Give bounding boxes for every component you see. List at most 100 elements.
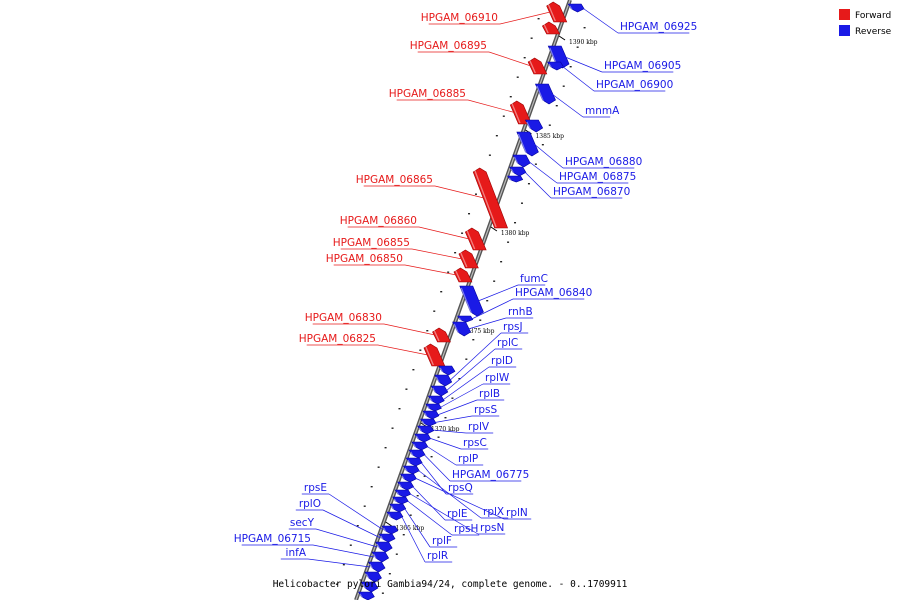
gene-extra-5[interactable]: [507, 175, 524, 183]
gene-label-rplB[interactable]: rplB: [479, 388, 500, 400]
gene-HPGAM_06875[interactable]: [512, 154, 531, 168]
gene-label-rpsS[interactable]: rpsS: [474, 404, 497, 416]
gene-rpsH[interactable]: [392, 496, 409, 505]
gene-label-rplW[interactable]: rplW: [485, 372, 510, 384]
gene-label-HPGAM_06925[interactable]: HPGAM_06925: [620, 21, 697, 33]
gene-label-rplC[interactable]: rplC: [497, 337, 518, 349]
gene-label-infA[interactable]: infA: [286, 547, 307, 559]
gene-label-HPGAM_06870[interactable]: HPGAM_06870: [553, 186, 630, 198]
leader-line: [404, 507, 431, 548]
gene-rpsQ[interactable]: [405, 457, 423, 467]
gene-label-HPGAM_06880[interactable]: HPGAM_06880: [565, 156, 642, 168]
gene-label-HPGAM_06895[interactable]: HPGAM_06895: [410, 40, 487, 52]
gene-extra-3[interactable]: [357, 591, 375, 600]
gene-HPGAM_06855[interactable]: [458, 249, 479, 269]
gene-label-HPGAM_06840[interactable]: HPGAM_06840: [515, 287, 592, 299]
gene-rplX[interactable]: [402, 465, 420, 475]
gene-extra-0[interactable]: [438, 365, 456, 376]
gene-label-rpsN[interactable]: rpsN: [480, 522, 504, 534]
gene-label-rplX[interactable]: rplX: [483, 506, 504, 518]
gene-rplF[interactable]: [389, 503, 407, 513]
gene-label-HPGAM_06850[interactable]: HPGAM_06850: [326, 253, 403, 265]
gene-label-HPGAM_06775[interactable]: HPGAM_06775: [452, 469, 529, 481]
gene-label-rpsH[interactable]: rpsH: [454, 523, 478, 535]
gene-label-rpsC[interactable]: rpsC: [463, 437, 487, 449]
leader-line: [414, 477, 505, 520]
gene-rpsN[interactable]: [394, 489, 412, 498]
gene-label-secY[interactable]: secY: [290, 517, 315, 529]
gene-label-HPGAM_06885[interactable]: HPGAM_06885: [389, 88, 466, 100]
gene-HPGAM_06830[interactable]: [432, 327, 451, 343]
gene-HPGAM_06840[interactable]: [457, 315, 474, 323]
gene-rplR[interactable]: [386, 511, 404, 521]
gene-HPGAM_06885[interactable]: [509, 100, 532, 125]
gene-label-HPGAM_06855[interactable]: HPGAM_06855: [333, 237, 410, 249]
leader-line: [449, 332, 502, 381]
gene-rplP[interactable]: [411, 441, 429, 451]
gene-HPGAM_06715[interactable]: [371, 551, 390, 563]
gene-HPGAM_06895[interactable]: [527, 57, 548, 75]
gene-rplE[interactable]: [397, 481, 415, 491]
gene-rplB[interactable]: [422, 410, 440, 420]
gene-label-rnhB[interactable]: rnhB: [508, 306, 533, 318]
gene-rpsJ[interactable]: [434, 374, 453, 387]
gene-label-rplR[interactable]: rplR: [427, 550, 448, 562]
leader-line: [420, 461, 447, 495]
gene-rpsC[interactable]: [414, 433, 432, 443]
gene-extra-4[interactable]: [524, 119, 544, 133]
gene-rplO[interactable]: [378, 533, 396, 543]
grid-dot: [437, 436, 440, 438]
gene-rpsS[interactable]: [420, 418, 437, 427]
gene-extra-2[interactable]: [360, 581, 379, 593]
gene-label-HPGAM_06830[interactable]: HPGAM_06830: [305, 312, 382, 324]
gene-label-HPGAM_06860[interactable]: HPGAM_06860: [340, 215, 417, 227]
gene-label-rpsQ[interactable]: rpsQ: [448, 482, 473, 494]
gene-extra-1[interactable]: [364, 571, 382, 583]
gene-rplV[interactable]: [417, 425, 434, 435]
gene-HPGAM_06850[interactable]: [453, 267, 473, 283]
grid-dot: [530, 37, 533, 39]
gene-label-rpsJ[interactable]: rpsJ: [503, 321, 523, 333]
gene-infA[interactable]: [367, 561, 386, 573]
gene-HPGAM_06825[interactable]: [423, 343, 446, 367]
gene-HPGAM_06910b[interactable]: [541, 21, 561, 35]
gene-label-rpsE[interactable]: rpsE: [304, 482, 327, 494]
gene-rpsE[interactable]: [381, 525, 399, 535]
gene-label-rplE[interactable]: rplE: [447, 508, 468, 520]
gene-HPGAM_06775[interactable]: [408, 449, 426, 459]
gene-HPGAM_06880[interactable]: [516, 131, 539, 157]
gene-label-rplV[interactable]: rplV: [468, 421, 490, 433]
gene-HPGAM_06860[interactable]: [464, 227, 487, 251]
gene-rplN[interactable]: [400, 473, 417, 483]
gene-label-rplN[interactable]: rplN: [506, 507, 528, 519]
gene-label-HPGAM_06715[interactable]: HPGAM_06715: [234, 533, 311, 545]
gene-rnhB[interactable]: [452, 321, 472, 337]
gene-label-HPGAM_06900[interactable]: HPGAM_06900: [596, 79, 673, 91]
grid-dot: [520, 202, 523, 204]
gene-label-rplD[interactable]: rplD: [491, 355, 513, 367]
gene-fumC[interactable]: [459, 285, 484, 317]
gene-rplW[interactable]: [425, 403, 442, 412]
grid-dot: [493, 280, 496, 282]
gene-rplC[interactable]: [430, 385, 449, 397]
gene-HPGAM_06900[interactable]: [547, 61, 564, 71]
gene-label-HPGAM_06905[interactable]: HPGAM_06905: [604, 60, 681, 72]
gene-rplD[interactable]: [427, 395, 445, 405]
gene-label-HPGAM_06825[interactable]: HPGAM_06825: [299, 333, 376, 345]
gene-label-fumC[interactable]: fumC: [520, 273, 548, 285]
gene-label-rplF[interactable]: rplF: [432, 535, 452, 547]
leader-line: [432, 429, 467, 434]
gene-secY[interactable]: [375, 541, 393, 553]
gene-label-HPGAM_06865[interactable]: HPGAM_06865: [356, 174, 433, 186]
gene-HPGAM_06865[interactable]: [472, 167, 509, 229]
gene-label-HPGAM_06875[interactable]: HPGAM_06875: [559, 171, 636, 183]
gene-label-HPGAM_06910[interactable]: HPGAM_06910: [421, 12, 498, 24]
gene-label-rplP[interactable]: rplP: [458, 453, 478, 465]
grid-dot: [363, 505, 366, 507]
gene-HPGAM_06870[interactable]: [509, 166, 527, 177]
gene-label-mnmA[interactable]: mnmA: [585, 105, 620, 117]
gene-HPGAM_06925[interactable]: [567, 3, 585, 13]
gene-label-rplO[interactable]: rplO: [299, 498, 321, 510]
gene-mnmA[interactable]: [534, 83, 556, 105]
gene-HPGAM_06910[interactable]: [546, 1, 568, 23]
